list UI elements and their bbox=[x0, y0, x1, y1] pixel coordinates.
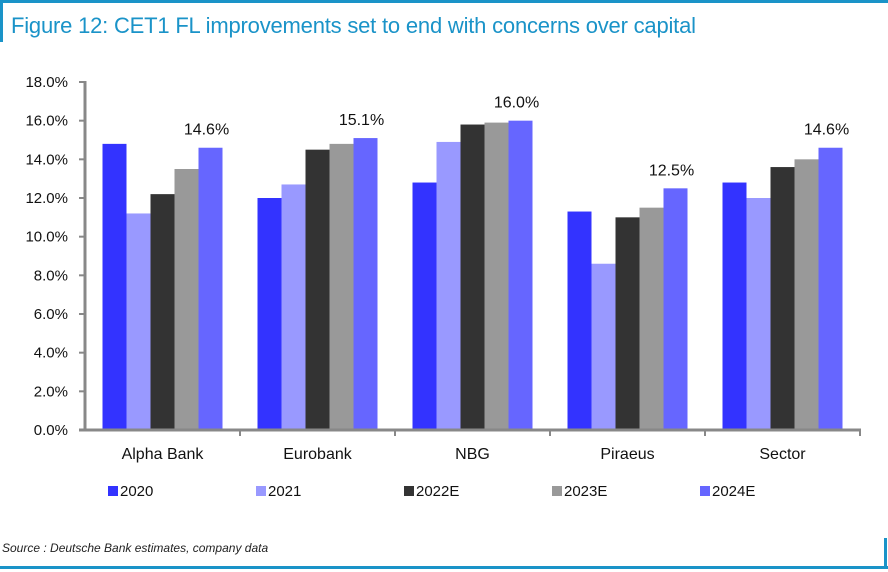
bar-alpha-bank-2021 bbox=[126, 213, 151, 430]
y-tick-label: 14.0% bbox=[25, 151, 68, 168]
data-label: 14.6% bbox=[184, 122, 229, 139]
y-tick-label: 0.0% bbox=[34, 422, 68, 439]
bar-piraeus-2022e bbox=[615, 217, 640, 430]
bar-alpha-bank-2023e bbox=[174, 169, 199, 430]
x-axis-labels: Alpha Bank Eurobank NBG Piraeus Sector bbox=[122, 446, 807, 463]
x-category-label: Piraeus bbox=[600, 446, 654, 463]
y-tick-label: 6.0% bbox=[34, 306, 68, 323]
bar-alpha-bank-2022e bbox=[150, 194, 175, 430]
bar-sector-2022e bbox=[770, 167, 795, 431]
bar-sector-2020 bbox=[722, 182, 747, 430]
legend: 2020 2021 2022E 2023E 2024E bbox=[108, 483, 755, 500]
bar-piraeus-2021 bbox=[591, 263, 616, 430]
data-label: 15.1% bbox=[339, 112, 384, 129]
y-tick-label: 2.0% bbox=[34, 383, 68, 400]
left-rule bbox=[0, 0, 3, 42]
figure-title: Figure 12: CET1 FL improvements set to e… bbox=[11, 13, 696, 38]
top-rule bbox=[0, 0, 888, 3]
bar-sector-2024e bbox=[818, 147, 843, 430]
y-tick-label: 10.0% bbox=[25, 229, 68, 246]
bar-alpha-bank-2020 bbox=[102, 143, 127, 430]
bar-eurobank-2022e bbox=[305, 149, 330, 430]
bar-eurobank-2021 bbox=[281, 184, 306, 430]
legend-swatch-2024e bbox=[700, 486, 710, 496]
bar-sector-2021 bbox=[746, 198, 771, 430]
bar-sector-2023e bbox=[794, 159, 819, 431]
bar-eurobank-2020 bbox=[257, 198, 282, 430]
data-label: 16.0% bbox=[494, 95, 539, 112]
legend-label: 2024E bbox=[712, 483, 755, 500]
data-labels: 14.6% 15.1% 16.0% 12.5% 14.6% bbox=[184, 95, 849, 180]
data-label: 14.6% bbox=[804, 122, 849, 139]
bar-nbg-2021 bbox=[436, 141, 461, 430]
bar-eurobank-2023e bbox=[329, 143, 354, 430]
y-tick-label: 18.0% bbox=[25, 74, 68, 91]
bar-nbg-2024e bbox=[508, 120, 533, 431]
y-axis-ticks: 0.0% 2.0% 4.0% 6.0% 8.0% 10.0% 12.0% 14.0% 16.0%… bbox=[25, 74, 85, 439]
bars bbox=[102, 120, 843, 431]
legend-label: 2023E bbox=[564, 483, 607, 500]
y-tick-label: 16.0% bbox=[25, 113, 68, 130]
data-label: 12.5% bbox=[649, 162, 694, 179]
bar-piraeus-2020 bbox=[567, 211, 592, 430]
legend-label: 2021 bbox=[268, 483, 301, 500]
y-tick-label: 8.0% bbox=[34, 267, 68, 284]
bar-alpha-bank-2024e bbox=[198, 147, 223, 430]
bottom-rule bbox=[0, 566, 888, 569]
axes bbox=[79, 81, 861, 436]
bar-nbg-2022e bbox=[460, 124, 485, 431]
legend-swatch-2020 bbox=[108, 486, 118, 496]
x-category-label: NBG bbox=[455, 446, 490, 463]
bar-nbg-2023e bbox=[484, 122, 509, 430]
source-note: Source : Deutsche Bank estimates, compan… bbox=[2, 541, 269, 555]
legend-label: 2020 bbox=[120, 483, 153, 500]
bar-piraeus-2024e bbox=[663, 188, 688, 430]
bar-piraeus-2023e bbox=[639, 207, 664, 430]
bar-eurobank-2024e bbox=[353, 138, 378, 431]
legend-label: 2022E bbox=[416, 483, 459, 500]
x-category-label: Alpha Bank bbox=[122, 446, 205, 463]
x-category-label: Sector bbox=[759, 446, 806, 463]
y-tick-label: 4.0% bbox=[34, 345, 68, 362]
legend-swatch-2021 bbox=[256, 486, 266, 496]
right-rule bbox=[884, 538, 887, 569]
y-tick-label: 12.0% bbox=[25, 190, 68, 207]
x-category-label: Eurobank bbox=[283, 446, 352, 463]
bar-nbg-2020 bbox=[412, 182, 437, 430]
legend-swatch-2022e bbox=[404, 486, 414, 496]
legend-swatch-2023e bbox=[552, 486, 562, 496]
